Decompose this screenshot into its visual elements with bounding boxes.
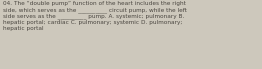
Text: 04. The “double pump” function of the heart includes the right
side, which serve: 04. The “double pump” function of the he… [3,1,187,31]
